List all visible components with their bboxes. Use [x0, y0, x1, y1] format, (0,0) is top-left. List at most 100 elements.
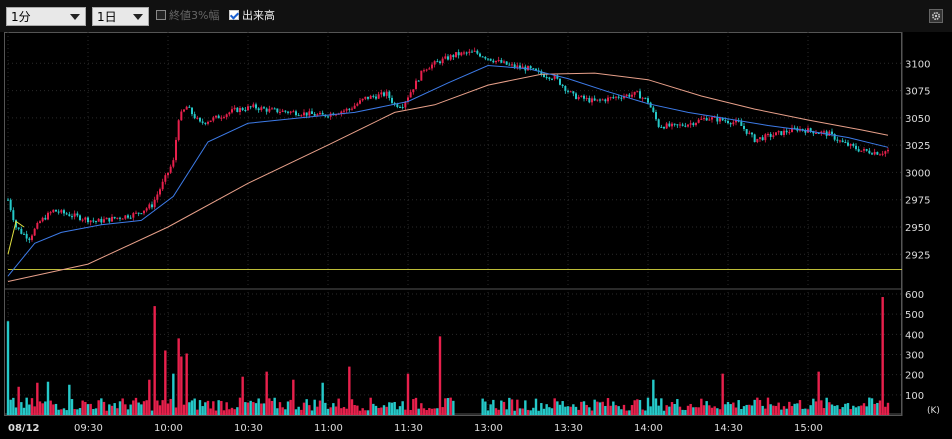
volume-bar	[652, 379, 655, 415]
candle-body	[143, 210, 145, 214]
volume-bar	[785, 408, 788, 415]
volume-bar	[92, 409, 95, 415]
candle-body	[127, 215, 129, 218]
volume-bar	[521, 408, 524, 415]
candle-body	[148, 204, 151, 209]
volume-bar	[452, 400, 455, 415]
candle-body	[271, 108, 273, 110]
candle-body	[359, 100, 361, 104]
candle-body	[847, 142, 849, 146]
range-select[interactable]: 1日	[92, 7, 149, 26]
candle-body	[743, 125, 745, 129]
volume-bar	[860, 405, 863, 415]
candle-body	[199, 117, 201, 122]
volume-checkbox[interactable]	[229, 10, 239, 20]
volume-bar	[758, 400, 762, 415]
volume-bar	[745, 404, 748, 415]
time-tick-label: 09:30	[74, 423, 103, 434]
candle-body	[615, 96, 617, 98]
candle-body	[57, 211, 60, 213]
candle-body	[391, 97, 393, 103]
volume-bar	[385, 406, 388, 415]
candle-body	[20, 228, 23, 234]
candle-body	[553, 75, 556, 79]
candle-body	[36, 222, 39, 229]
volume-bar	[822, 408, 826, 415]
candle-body	[852, 143, 855, 146]
volume-bar	[884, 406, 887, 415]
volume-bar	[28, 404, 31, 415]
time-tick-label: 13:30	[554, 423, 583, 434]
volume-bar	[57, 409, 60, 415]
candle-body	[351, 108, 353, 110]
volume-bar	[406, 373, 410, 415]
volume-bar	[270, 400, 274, 415]
volume-bar	[182, 404, 186, 415]
close3-checkbox[interactable]	[156, 10, 166, 20]
volume-bar	[302, 402, 306, 415]
candle-body	[236, 107, 239, 112]
volume-bar	[572, 404, 575, 415]
interval-select[interactable]: 1分	[6, 7, 86, 26]
axis-labels: 3100 3075 3050 3025 3000 2975 2950 2925 600 500 40…	[8, 59, 940, 434]
candle-body	[761, 137, 764, 141]
candle-body	[417, 80, 420, 82]
candle-body	[441, 58, 444, 64]
volume-bar	[196, 409, 199, 415]
volume-bar	[614, 405, 618, 415]
volume-bar	[606, 398, 610, 415]
volume-bar	[150, 410, 154, 415]
volume-bar	[374, 405, 378, 415]
candle-body	[159, 189, 161, 195]
volume-bar	[260, 403, 263, 415]
candle-body	[169, 166, 172, 173]
volume-bar	[881, 297, 884, 415]
volume-bar	[812, 398, 815, 415]
candle-body	[393, 102, 396, 105]
volume-bar	[820, 400, 823, 415]
candle-body	[513, 64, 516, 68]
volume-bar	[220, 400, 223, 415]
volume-bar	[622, 404, 626, 415]
volume-bar	[313, 399, 316, 415]
candle-body	[252, 104, 255, 107]
candle-body	[188, 106, 191, 108]
candle-body	[663, 126, 665, 129]
volume-bar	[276, 408, 279, 415]
candle-body	[548, 77, 551, 79]
candle-body	[575, 93, 577, 100]
candle-body	[801, 128, 804, 131]
candle-body	[516, 65, 519, 68]
volume-bar	[142, 401, 146, 415]
volume-bar	[566, 406, 570, 415]
candle-body	[756, 138, 759, 143]
range-select-value: 1日	[97, 10, 117, 24]
candle-body	[103, 219, 105, 223]
volume-bar	[62, 408, 66, 415]
settings-button[interactable]	[929, 9, 943, 23]
candle-body	[705, 118, 708, 121]
candle-body	[793, 127, 796, 129]
volume-tick-label: 100	[905, 391, 924, 402]
volume-bar	[305, 399, 308, 415]
volume-bar	[161, 400, 164, 415]
volume-bar	[254, 403, 258, 415]
volume-bar	[585, 404, 588, 415]
candle-body	[468, 51, 471, 53]
volume-bar	[129, 404, 132, 415]
candle-body	[193, 114, 196, 119]
candle-body	[521, 66, 524, 68]
candle-body	[767, 134, 769, 136]
candle-body	[772, 135, 775, 137]
candle-body	[436, 61, 439, 63]
volume-bar	[569, 406, 572, 415]
volume-bar	[518, 408, 522, 415]
candle-body	[487, 58, 489, 60]
volume-bar	[513, 410, 516, 415]
candle-body	[759, 137, 761, 139]
candle-body	[665, 123, 668, 129]
volume-bar	[188, 402, 191, 415]
volume-bar	[841, 407, 844, 415]
volume-bar	[70, 399, 74, 415]
